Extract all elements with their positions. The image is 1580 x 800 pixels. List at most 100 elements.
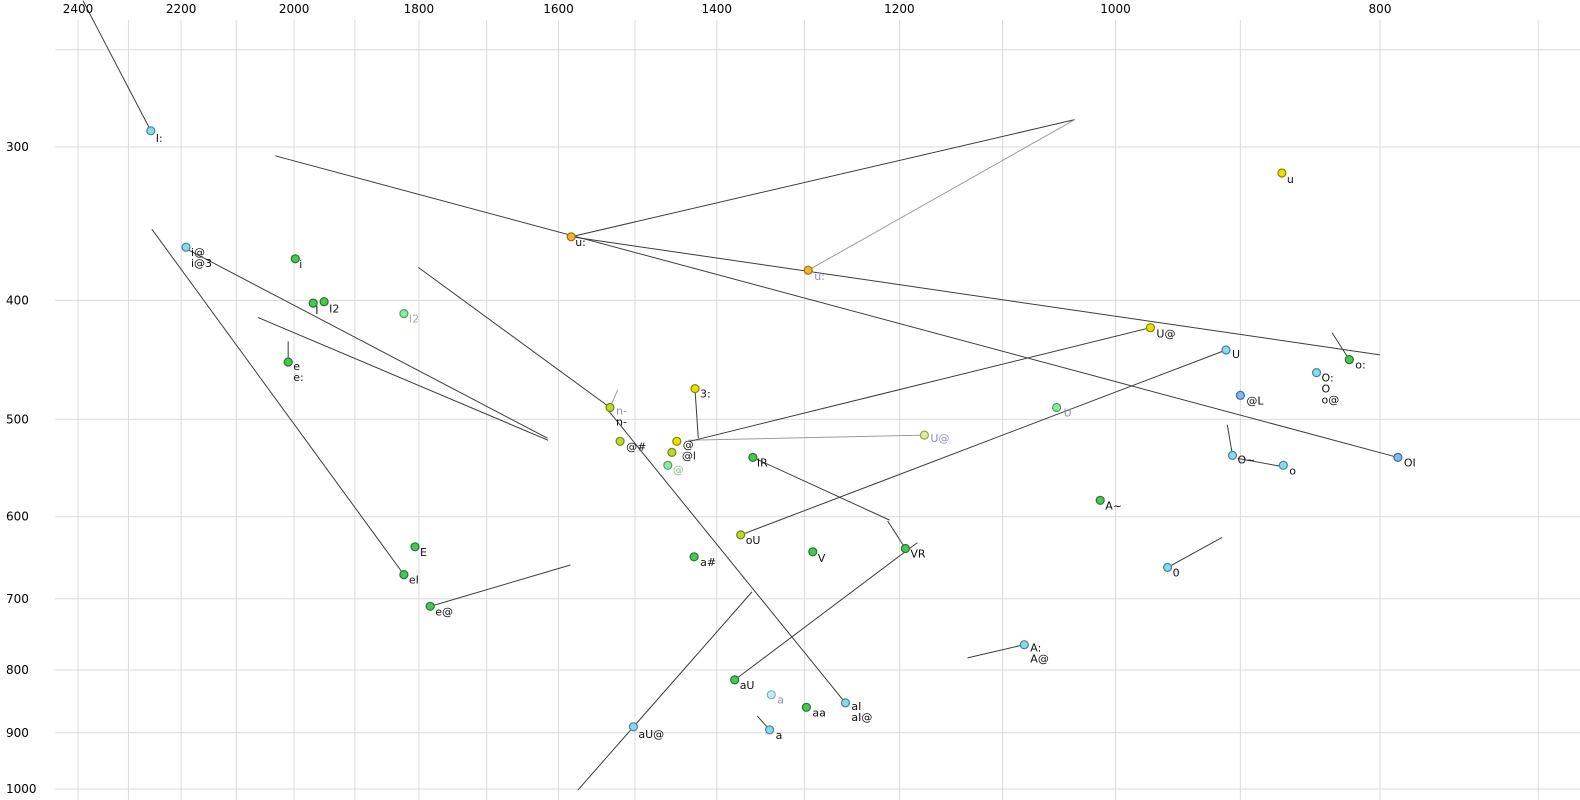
trajectory-line [571, 119, 1075, 238]
y-axis-tick-label: 400 [6, 293, 29, 307]
data-point-U@[interactable] [919, 430, 930, 440]
data-point-a[interactable] [764, 725, 775, 735]
trajectory-line [82, 0, 152, 131]
point-label: O~ [1238, 453, 1256, 466]
point-labels-layer: I:i@i@3 iI I2I2ee:EeIe@u:u:uU@Uo:O:Oo@@LUn… [156, 132, 1416, 742]
point-label: eI [409, 574, 419, 587]
data-point-I2[interactable] [319, 297, 329, 307]
point-label: 3: [700, 388, 711, 401]
trajectory-line [257, 316, 549, 441]
y-axis-tick-label: 700 [6, 592, 29, 606]
data-point-A:[interactable] [1019, 640, 1029, 650]
x-axis-tick-label: 1200 [884, 2, 915, 16]
data-point-O:[interactable] [1311, 368, 1322, 378]
point-label: o [1289, 464, 1296, 477]
data-point-@#[interactable] [615, 436, 625, 446]
point-label: A: [1030, 642, 1041, 655]
trajectory-line [734, 542, 918, 681]
data-point-aU[interactable] [730, 675, 740, 685]
data-point-3:[interactable] [690, 384, 700, 394]
data-point-IR[interactable] [748, 452, 758, 462]
point-label: o@ [1322, 394, 1340, 407]
data-point-A~[interactable] [1095, 495, 1105, 505]
x-axis-tick-label: 2000 [279, 2, 310, 16]
trajectory-line [688, 434, 925, 441]
data-point-oU[interactable] [736, 530, 746, 540]
trajectory-line [740, 349, 1227, 536]
point-label: U [1064, 407, 1072, 420]
data-point-VR[interactable] [900, 543, 911, 554]
point-label: @ [673, 463, 684, 476]
data-point-u:[interactable] [566, 232, 576, 242]
data-point-aI[interactable] [840, 698, 851, 708]
point-label: u: [575, 236, 586, 249]
trajectory-line [577, 591, 753, 791]
point-label: O [1322, 383, 1331, 396]
data-point-eI[interactable] [399, 569, 409, 580]
point-label: U@ [930, 432, 949, 445]
y-axis-tick-label: 900 [6, 726, 29, 740]
point-label: e@ [435, 605, 453, 618]
point-label: e [293, 360, 300, 373]
trajectory-line [417, 266, 611, 408]
y-axis-tick-label: 800 [6, 663, 29, 677]
data-point-a#[interactable] [689, 552, 699, 562]
point-label: a [776, 729, 783, 742]
point-label: i@ [191, 246, 205, 259]
data-point-o:[interactable] [1344, 355, 1354, 365]
data-point-aa[interactable] [801, 702, 812, 712]
trajectory-line [1226, 424, 1233, 456]
data-point-e[interactable] [283, 357, 293, 367]
trajectory-line [967, 644, 1025, 659]
data-point-O~[interactable] [1227, 450, 1238, 460]
data-point-aU@[interactable] [628, 722, 639, 732]
data-point-I2[interactable] [399, 309, 409, 319]
data-point-U[interactable] [1221, 345, 1231, 355]
data-point-I[interactable] [308, 298, 318, 308]
point-label: A~ [1105, 499, 1122, 512]
point-label: U@ [1156, 328, 1175, 341]
data-point-@[interactable] [663, 460, 673, 470]
point-label: n- [616, 405, 627, 418]
data-point-i@[interactable] [181, 242, 191, 252]
point-label: aI@ [851, 711, 872, 724]
data-point-0[interactable] [1162, 562, 1173, 573]
x-axis-tick-label: 1400 [702, 2, 733, 16]
data-point-OI[interactable] [1393, 452, 1403, 462]
point-label: n- [616, 416, 627, 429]
y-axis-tick-label: 600 [6, 510, 29, 524]
data-point-a[interactable] [766, 690, 776, 700]
data-point-u[interactable] [1277, 168, 1287, 178]
x-axis-tick-label: 1800 [404, 2, 435, 16]
point-label: i@3 [191, 257, 212, 270]
data-point-@[interactable] [672, 436, 682, 446]
trajectory-line [752, 456, 890, 521]
x-axis-tick-label: 1600 [543, 2, 574, 16]
data-point-n-[interactable] [605, 402, 615, 413]
data-point-u:[interactable] [803, 265, 813, 275]
trajectory-line [430, 564, 571, 607]
trajectory-line [571, 236, 1381, 356]
data-point-@L[interactable] [1235, 390, 1246, 400]
data-point-e@[interactable] [425, 601, 435, 611]
point-label: I2 [409, 313, 419, 326]
point-label: @l [682, 449, 696, 462]
point-label: aU@ [638, 728, 664, 741]
data-point-o[interactable] [1278, 460, 1288, 470]
data-point-U@[interactable] [1145, 323, 1156, 333]
data-point-U[interactable] [1051, 402, 1062, 413]
data-point-i[interactable] [290, 254, 300, 264]
trajectories-layer [82, 0, 1399, 791]
gridlines-layer [55, 20, 1580, 800]
data-point-E[interactable] [410, 542, 420, 552]
data-point-I:[interactable] [146, 126, 156, 136]
point-label: I2 [329, 303, 339, 316]
point-label: aI [851, 700, 861, 713]
point-label: i [299, 258, 302, 271]
trajectory-line [151, 228, 405, 575]
point-label: aU [740, 679, 755, 692]
data-point-@l[interactable] [667, 447, 677, 457]
data-point-V[interactable] [808, 547, 818, 557]
